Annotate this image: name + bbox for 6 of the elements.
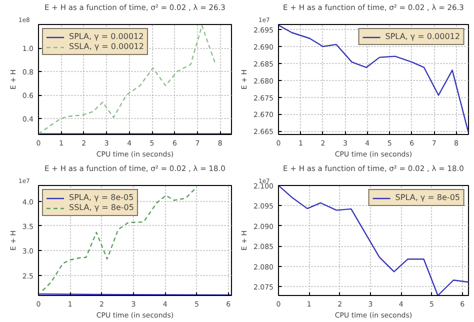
legend-label: SPLA, γ = 0.00012 [385, 32, 460, 41]
legend-label: SSLA, γ = 8e-05 [69, 203, 134, 212]
legend-label: SPLA, γ = 0.00012 [69, 32, 144, 41]
legend-label: SPLA, γ = 8e-05 [395, 193, 460, 202]
legend-label: SSLA, γ = 0.00012 [69, 42, 144, 51]
legend-label: SPLA, γ = 8e-05 [69, 193, 134, 202]
